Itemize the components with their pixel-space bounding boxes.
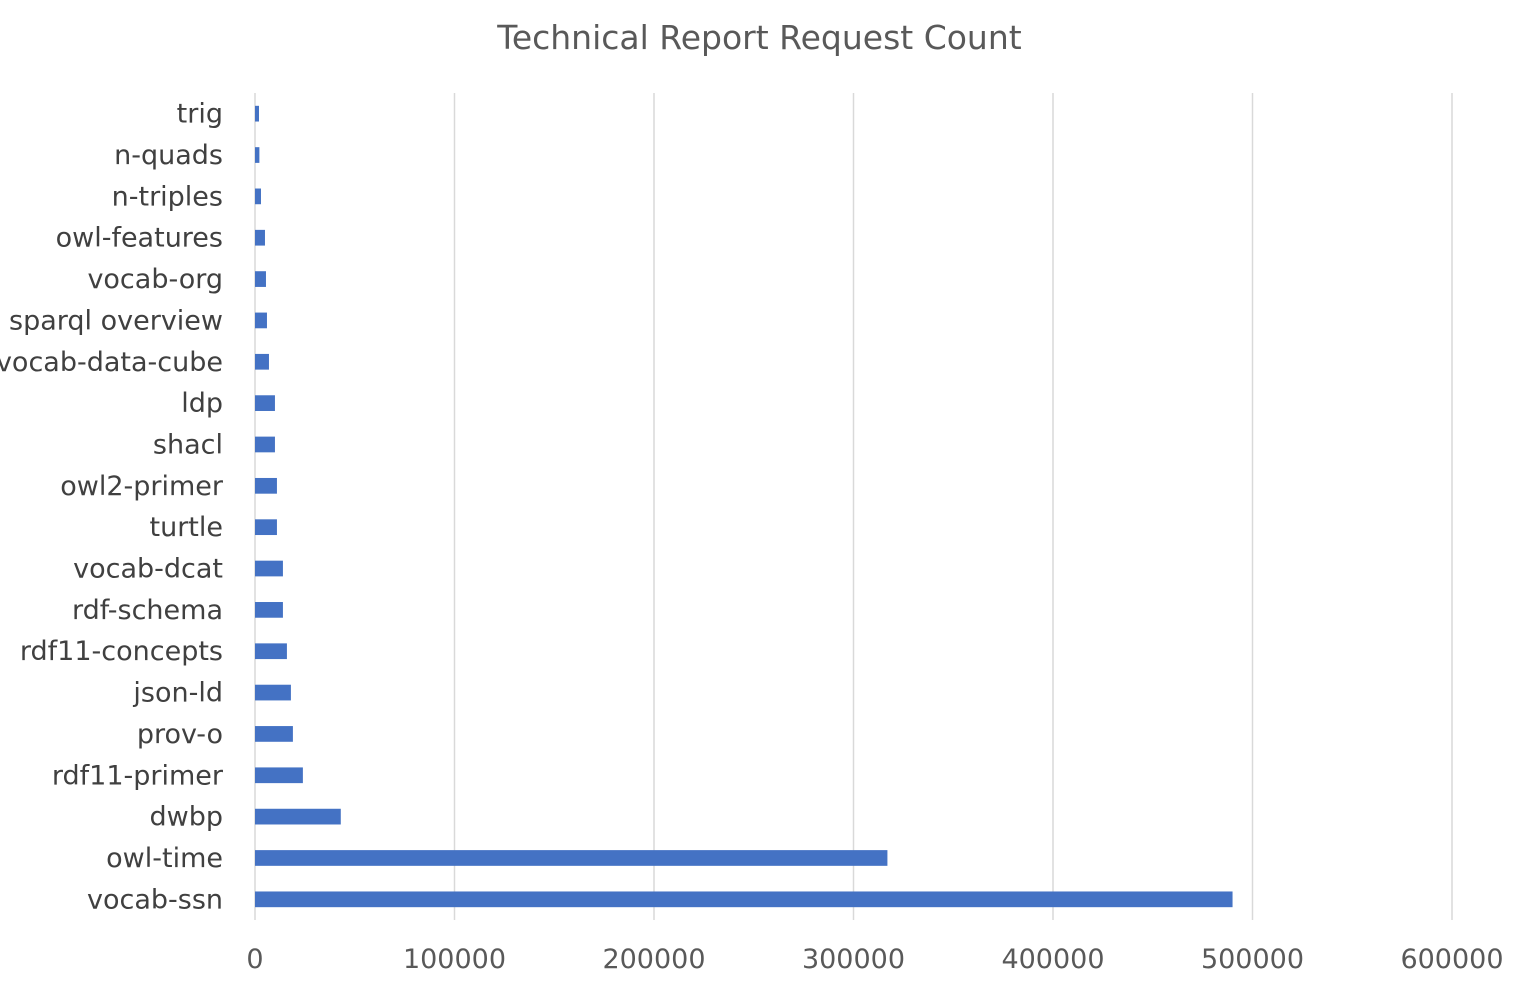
bar [255, 850, 888, 866]
category-label: dwbp [150, 802, 224, 833]
category-label: json-ld [132, 678, 223, 709]
category-label: n-triples [112, 181, 223, 212]
category-label: sparql overview [9, 305, 223, 336]
chart-title: Technical Report Request Count [497, 18, 1022, 57]
category-label: ldp [181, 388, 223, 419]
bar [255, 105, 259, 122]
x-tick-label: 600000 [1400, 944, 1503, 975]
category-label: owl-features [56, 223, 223, 254]
category-label: prov-o [137, 719, 223, 750]
bar [255, 519, 277, 536]
bar [255, 312, 267, 329]
x-tick-label: 500000 [1201, 944, 1304, 975]
bar [255, 477, 277, 494]
bars [255, 105, 1233, 908]
bar [255, 643, 287, 660]
bar [255, 395, 275, 411]
category-labels: trig n-quads n-triples owl-features vocab-or… [0, 99, 224, 916]
bar [255, 891, 1233, 908]
category-label: vocab-ssn [87, 884, 223, 915]
x-tick-label: 100000 [403, 944, 506, 975]
category-label: vocab-data-cube [0, 347, 223, 378]
bar [255, 353, 269, 370]
category-label: trig [177, 99, 223, 130]
category-label: vocab-org [87, 264, 223, 295]
bar [255, 560, 283, 577]
category-label: rdf-schema [72, 595, 223, 626]
bar [255, 436, 275, 453]
category-label: vocab-dcat [73, 554, 223, 585]
category-label: turtle [150, 512, 224, 543]
x-tick-label: 200000 [602, 944, 705, 975]
x-tick-labels: 0 100000 200000 300000 400000 500000 600000 [246, 944, 1503, 975]
bar [255, 808, 341, 825]
category-label: owl2-primer [60, 471, 224, 502]
bar [255, 271, 266, 287]
category-label: rdf11-primer [52, 760, 224, 791]
bar [255, 147, 260, 163]
category-label: n-quads [114, 140, 223, 171]
bar [255, 767, 303, 784]
x-tick-label: 300000 [802, 944, 905, 975]
x-tick-label: 400000 [1001, 944, 1104, 975]
category-label: owl-time [106, 843, 223, 874]
bar [255, 188, 261, 205]
bar [255, 684, 291, 701]
bar [255, 602, 283, 618]
category-label: rdf11-concepts [20, 636, 223, 667]
x-tick-label: 0 [246, 944, 263, 975]
category-label: shacl [153, 429, 223, 460]
gridlines [254, 93, 1453, 920]
bar [255, 726, 293, 742]
bar [255, 229, 265, 246]
